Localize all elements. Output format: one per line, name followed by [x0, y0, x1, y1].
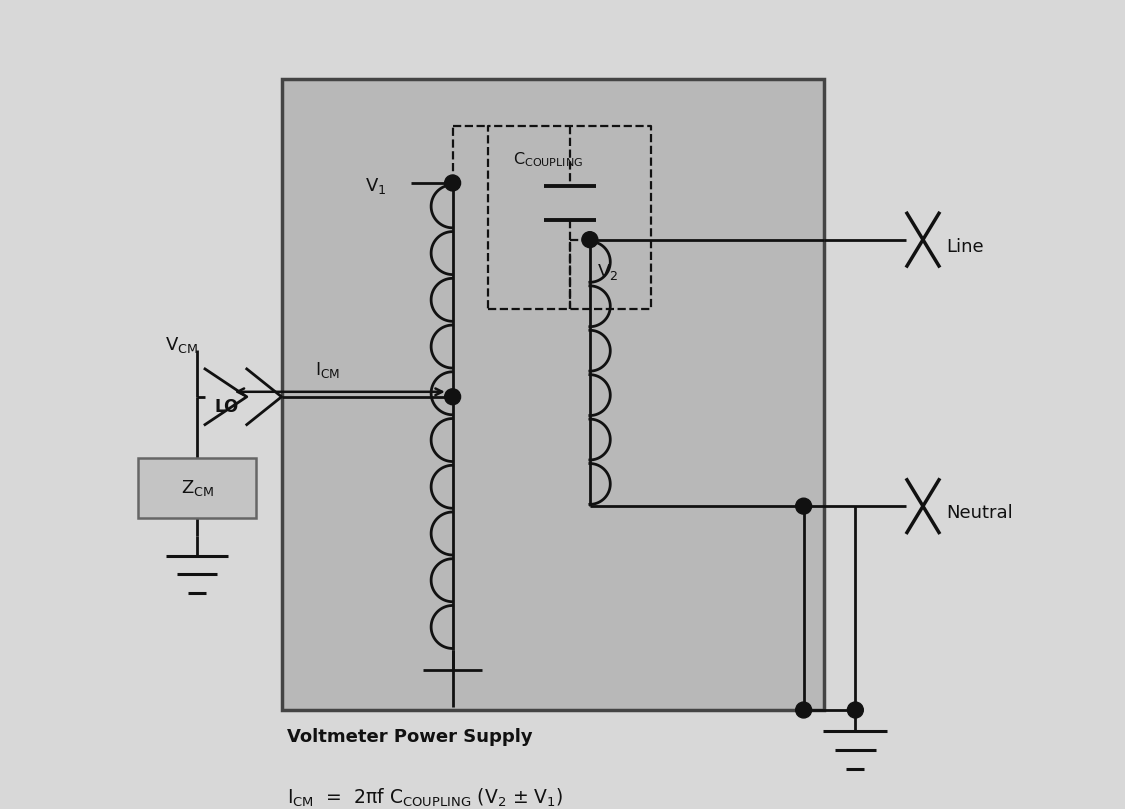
Bar [281, 78, 824, 710]
Text: Neutral: Neutral [946, 504, 1012, 522]
Circle shape [444, 175, 460, 191]
Bar [138, 459, 255, 518]
Text: I$_\mathregular{CM}$  =  2πf C$_\mathregular{COUPLING}$ (V$_\mathregular{2}$ ± V: I$_\mathregular{CM}$ = 2πf C$_\mathregul… [287, 786, 562, 809]
Text: V$_\mathregular{1}$: V$_\mathregular{1}$ [366, 176, 387, 196]
Circle shape [795, 498, 811, 514]
Text: V$_\mathregular{CM}$: V$_\mathregular{CM}$ [165, 335, 198, 355]
Circle shape [444, 389, 460, 404]
Text: LO: LO [215, 398, 240, 416]
Circle shape [847, 702, 863, 718]
Text: Z$_\mathregular{CM}$: Z$_\mathregular{CM}$ [180, 478, 214, 498]
Text: I$_\mathregular{CM}$: I$_\mathregular{CM}$ [315, 360, 341, 380]
Text: Voltmeter Power Supply: Voltmeter Power Supply [287, 728, 532, 746]
Text: C$_\mathregular{COUPLING}$: C$_\mathregular{COUPLING}$ [513, 150, 584, 169]
Text: Line: Line [946, 238, 983, 256]
Circle shape [582, 231, 597, 248]
Text: V$_\mathregular{2}$: V$_\mathregular{2}$ [596, 262, 618, 282]
Circle shape [795, 702, 811, 718]
